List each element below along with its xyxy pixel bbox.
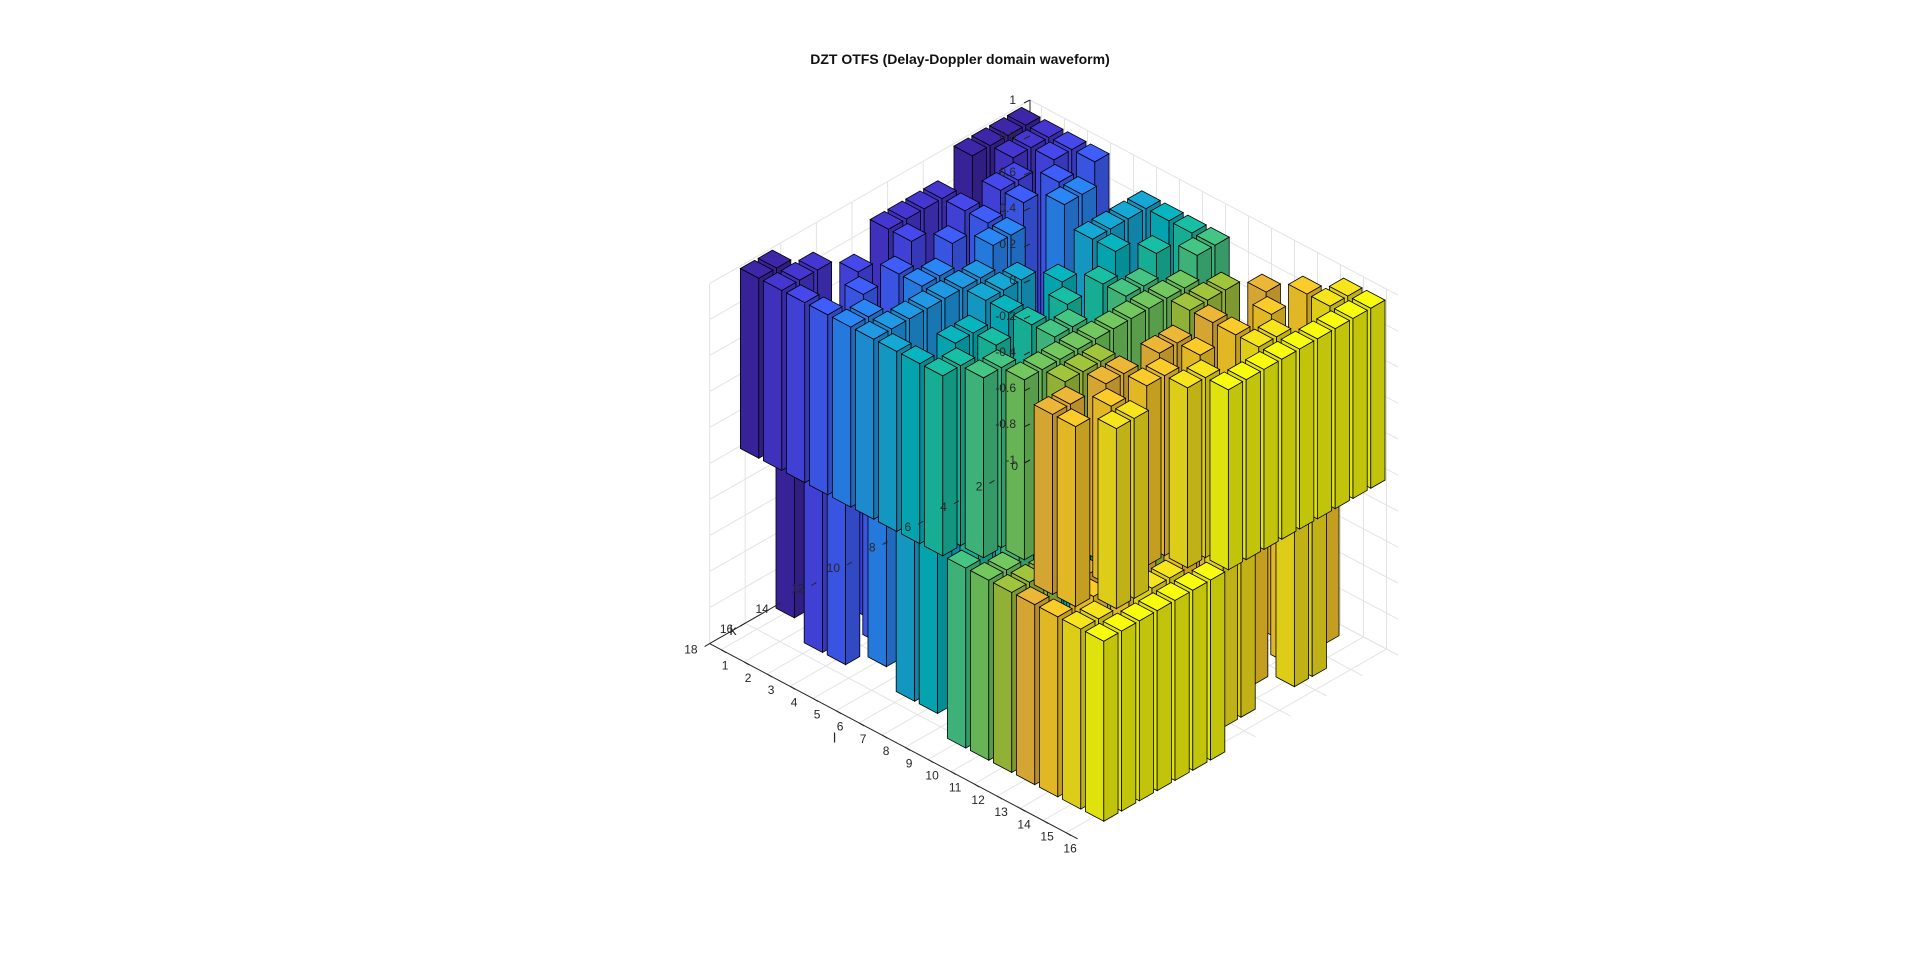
k-tick-label: 14: [755, 602, 769, 616]
l-tick-label: 9: [906, 756, 913, 770]
z-tick-label: -0.8: [995, 417, 1016, 431]
chart-title: DZT OTFS (Delay-Doppler domain waveform): [0, 51, 1920, 67]
bar: [1057, 409, 1090, 607]
z-tick-label: 0.2: [999, 237, 1016, 251]
l-tick-label: 15: [1040, 830, 1054, 844]
bar: [1085, 623, 1118, 821]
k-tick-label: 18: [684, 643, 698, 657]
k-tick-label: 10: [827, 561, 841, 575]
l-tick-label: 4: [791, 695, 798, 709]
l-axis-label: l: [833, 730, 836, 746]
l-tick: [744, 662, 749, 665]
l-tick: [767, 674, 772, 677]
z-tick-label: 0.6: [999, 165, 1016, 179]
l-tick-label: 7: [860, 732, 867, 746]
z-tick-label: 1: [1009, 93, 1016, 107]
l-tick: [859, 723, 864, 726]
z-tick: [1024, 100, 1030, 103]
k-tick: [705, 644, 710, 647]
z-tick-label: -0.4: [995, 345, 1016, 359]
l-tick-label: 5: [814, 708, 821, 722]
l-tick-label: 12: [971, 793, 985, 807]
k-tick-label: 0: [1011, 459, 1018, 473]
k-tick-label: 6: [905, 520, 912, 534]
l-tick-label: 8: [883, 744, 890, 758]
z-tick-label: 0: [1009, 273, 1016, 287]
l-tick: [1020, 808, 1025, 811]
bar: [965, 360, 998, 558]
l-tick: [928, 760, 933, 763]
l-tick-label: 14: [1017, 817, 1031, 831]
l-tick-label: 3: [768, 683, 775, 697]
l-tick: [813, 699, 818, 702]
l-tick-label: 2: [745, 671, 752, 685]
z-tick-label: 0.8: [999, 129, 1016, 143]
k-tick-label: 2: [976, 479, 983, 493]
k-tick-label: 12: [791, 581, 805, 595]
l-tick: [997, 796, 1002, 799]
z-tick-label: -0.2: [995, 309, 1016, 323]
l-tick: [721, 650, 726, 653]
z-tick-label: -0.6: [995, 381, 1016, 395]
k-tick-label: 4: [940, 500, 947, 514]
l-tick: [1066, 833, 1071, 836]
l-tick: [1043, 821, 1048, 824]
k-tick: [740, 623, 745, 626]
k-tick-label: 8: [869, 541, 876, 555]
l-tick: [836, 711, 841, 714]
l-tick: [951, 772, 956, 775]
bars: [740, 107, 1385, 821]
l-tick-label: 16: [1063, 842, 1077, 856]
bar: [1169, 370, 1202, 568]
l-tick-label: 11: [949, 781, 962, 795]
k-axis-label: k: [730, 622, 738, 638]
l-tick-label: 6: [837, 720, 844, 734]
bar: [1098, 411, 1131, 609]
l-tick: [882, 735, 887, 738]
l-tick: [905, 747, 910, 750]
bar: [924, 358, 957, 556]
l-tick-label: 10: [925, 769, 939, 783]
bar: [1210, 372, 1243, 570]
l-tick-label: 1: [722, 659, 729, 673]
l-tick: [790, 686, 795, 689]
l-tick: [974, 784, 979, 787]
l-tick-label: 13: [994, 805, 1008, 819]
z-tick-label: 0.4: [999, 201, 1016, 215]
